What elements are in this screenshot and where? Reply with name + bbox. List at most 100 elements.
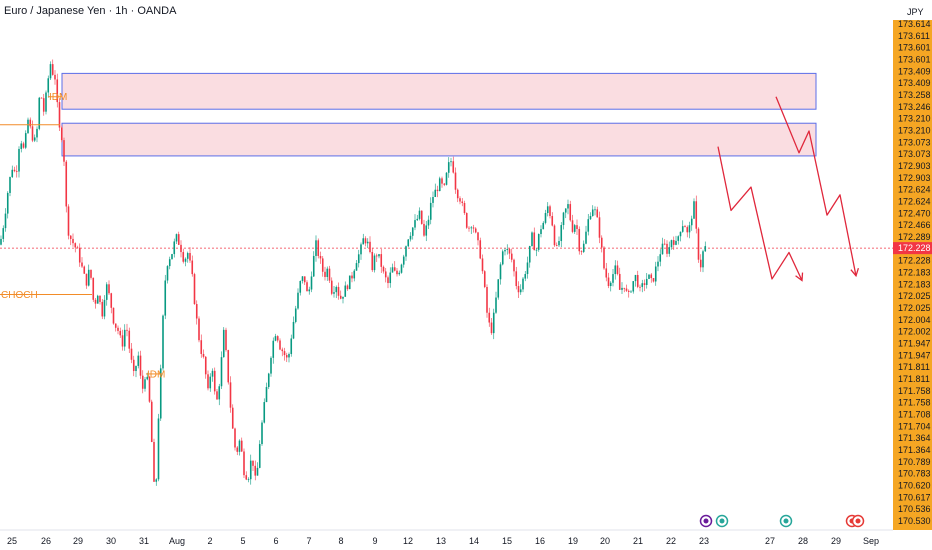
candle-body [42, 98, 45, 112]
candle-body [150, 401, 153, 443]
candle-body [686, 227, 689, 233]
candle-body [612, 274, 614, 283]
candle-body [375, 255, 378, 257]
candle-body [303, 276, 306, 283]
candle-body [486, 286, 488, 313]
candle-body [495, 297, 497, 313]
candle-body [684, 226, 686, 228]
candle-body [126, 329, 128, 331]
candle-body [699, 259, 702, 268]
projection-arrowhead [850, 268, 860, 278]
candle-body [200, 340, 203, 354]
candle-body [580, 251, 583, 253]
price-tick-label: 172.903 [898, 173, 931, 183]
candle-body [357, 254, 360, 264]
candle-body [240, 440, 243, 452]
candle-body [632, 281, 635, 292]
candle-body [591, 209, 594, 217]
candle-body [524, 274, 527, 279]
candle-body [497, 279, 500, 298]
candle-body [353, 270, 356, 279]
price-tick-label: 170.783 [898, 469, 931, 479]
candle-body [119, 330, 122, 336]
candle-body [144, 379, 146, 389]
candle-body [679, 231, 682, 237]
candle-body [36, 128, 38, 138]
candle-body [400, 264, 403, 273]
candle-body [474, 228, 477, 233]
time-tick-label: 31 [139, 536, 149, 546]
candle-body [301, 276, 304, 282]
candle-body [56, 79, 59, 103]
candle-body [528, 246, 531, 263]
candle-body [459, 198, 461, 202]
candle-body [672, 240, 675, 245]
candle-body [436, 189, 439, 192]
candle-body [432, 196, 434, 203]
candle-body [402, 256, 405, 265]
candle-body [506, 249, 509, 250]
candle-body [348, 275, 351, 290]
candle-body [135, 365, 137, 372]
candle-body [351, 275, 353, 279]
candle-body [207, 374, 209, 389]
candle-body [562, 212, 565, 226]
candle-body [141, 375, 144, 389]
candle-body [171, 254, 173, 260]
candle-body [231, 407, 234, 429]
projection-arrow [775, 96, 857, 276]
candle-body [600, 237, 603, 248]
candle-body [342, 296, 344, 299]
candle-body [369, 241, 371, 252]
time-tick-label: 5 [240, 536, 245, 546]
candle-body [153, 442, 155, 482]
candle-body [666, 243, 668, 254]
candle-body [112, 307, 115, 324]
candle-body [263, 402, 266, 423]
price-tick-label: 172.624 [898, 185, 931, 195]
candle-body [702, 251, 704, 268]
candle-body [168, 259, 171, 267]
candle-body [477, 232, 479, 241]
candle-body [13, 169, 16, 172]
candle-body [366, 241, 369, 244]
price-tick-label: 173.210 [898, 126, 931, 136]
candle-body [616, 265, 619, 274]
candle-body [438, 178, 441, 192]
price-tick-label: 170.617 [898, 492, 931, 502]
candle-body [456, 189, 459, 199]
candle-body [704, 246, 707, 252]
candle-body [596, 209, 599, 218]
candle-body [22, 143, 25, 148]
candle-body [9, 177, 11, 193]
price-tick-label: 173.073 [898, 149, 931, 159]
candle-body [504, 249, 506, 252]
candle-body [513, 259, 515, 272]
candle-body [182, 252, 185, 262]
candle-body [544, 212, 547, 223]
candle-body [450, 161, 452, 163]
candle-body [198, 318, 200, 341]
candle-body [63, 140, 65, 162]
candle-body [290, 338, 293, 355]
candle-body [285, 355, 288, 358]
price-tick-label: 172.289 [898, 232, 931, 242]
candle-body [688, 225, 691, 233]
candle-body [128, 330, 131, 349]
candle-body [499, 264, 502, 280]
candle-body [312, 255, 315, 277]
candle-body [195, 304, 198, 319]
candle-body [447, 162, 450, 173]
price-tick-label: 172.183 [898, 279, 931, 289]
candle-body [11, 169, 14, 178]
candle-body [29, 119, 32, 127]
price-tick-label: 173.246 [898, 102, 931, 112]
candle-body [76, 247, 79, 249]
candle-body [15, 171, 18, 172]
projection-arrowhead [795, 272, 804, 282]
candle-body [463, 202, 466, 214]
candle-body [558, 241, 560, 246]
candle-body [292, 321, 295, 339]
